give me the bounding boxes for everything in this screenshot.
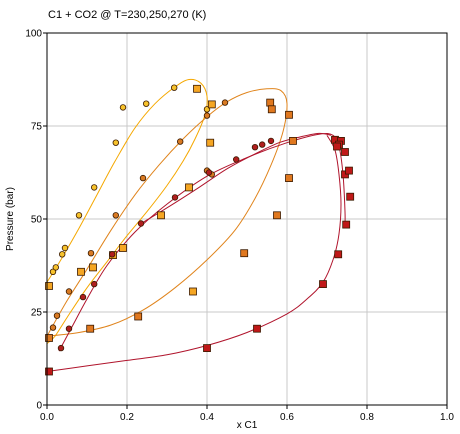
series-4-point xyxy=(57,344,65,352)
series-1-point xyxy=(221,99,229,106)
series-5-point xyxy=(203,344,211,353)
series-1-point xyxy=(112,212,119,219)
chart-title: C1 + CO2 @ T=230,250,270 (K) xyxy=(48,9,207,21)
series-0-point xyxy=(90,184,98,191)
series-3-point xyxy=(273,211,281,220)
y-tick-label: 75 xyxy=(31,122,43,133)
extra-curve-1 xyxy=(140,132,332,224)
series-0-point xyxy=(61,244,69,252)
series-0-point xyxy=(170,84,178,91)
series-5-point xyxy=(346,192,355,201)
series-5-point xyxy=(342,220,351,229)
series-3-point xyxy=(267,105,276,114)
series-3-point xyxy=(240,249,249,258)
series-5-point xyxy=(45,367,53,376)
series-2-point xyxy=(207,100,216,109)
series-2-point xyxy=(189,287,197,296)
x-tick-label: 0.4 xyxy=(200,412,214,423)
x-tick-label: 0.8 xyxy=(360,412,374,423)
series-2-point xyxy=(119,244,127,252)
series-4-point xyxy=(90,280,98,288)
series-0-point xyxy=(49,268,57,275)
series-3-point xyxy=(285,174,293,183)
fitted-curves xyxy=(46,78,346,372)
series-1-point xyxy=(49,324,57,331)
series-5-point xyxy=(253,324,261,333)
series-3-point xyxy=(266,98,275,107)
series-4-point xyxy=(171,194,179,201)
series-1-point xyxy=(139,174,147,182)
series-2-point xyxy=(77,267,85,276)
y-axis-label: Pressure (bar) xyxy=(5,187,16,251)
series-0-point xyxy=(59,251,66,258)
y-tick-label: 50 xyxy=(31,215,43,226)
series-2-point xyxy=(193,84,201,93)
series-5-point xyxy=(341,148,349,156)
series-4-point xyxy=(108,251,116,258)
series-5-point xyxy=(345,166,353,175)
series-0-point xyxy=(75,212,83,219)
y-axis-ticks: 0 25 50 75 100 xyxy=(25,29,47,412)
series-4-point xyxy=(137,220,145,227)
x-tick-label: 0.6 xyxy=(280,412,294,423)
grid-lines xyxy=(47,33,447,405)
series-4-point xyxy=(251,143,259,151)
series-1-curve xyxy=(46,88,288,337)
series-2-point xyxy=(185,183,193,192)
series-3-point xyxy=(86,324,95,333)
series-0-point xyxy=(119,104,127,111)
y-tick-label: 100 xyxy=(25,29,42,40)
series-5-point xyxy=(334,250,343,259)
series-1-point xyxy=(203,112,211,119)
x-axis-ticks: 0.0 0.2 0.4 0.6 0.8 1.0 xyxy=(40,405,454,423)
series-4-point xyxy=(232,156,240,163)
series-5-point xyxy=(319,280,327,289)
series-3-point xyxy=(285,110,293,119)
series-2-point xyxy=(206,138,215,147)
series-3-point xyxy=(45,334,53,342)
series-0-point xyxy=(112,139,119,146)
data-points xyxy=(45,84,355,376)
series-4-point xyxy=(79,293,87,301)
series-2-point xyxy=(45,282,53,290)
series-0-point xyxy=(52,264,59,271)
x-tick-label: 1.0 xyxy=(440,412,454,423)
series-3-point xyxy=(289,136,297,145)
y-tick-label: 0 xyxy=(36,401,42,412)
series-2-point xyxy=(157,211,165,220)
series-1-point xyxy=(65,288,73,295)
y-tick-label: 25 xyxy=(31,308,43,319)
x-tick-label: 0.0 xyxy=(40,412,54,423)
x-tick-label: 0.2 xyxy=(120,412,134,423)
series-5-point xyxy=(333,142,341,151)
series-4-point xyxy=(259,141,266,148)
x-axis-label: x C1 xyxy=(237,420,258,431)
series-3-point xyxy=(134,312,143,321)
series-1-point xyxy=(176,138,184,145)
series-4-point xyxy=(65,325,73,332)
series-4-point xyxy=(205,169,213,176)
series-0-curve xyxy=(46,78,208,344)
series-2-point xyxy=(89,263,97,272)
extra-curve-0 xyxy=(46,135,342,372)
series-4-point xyxy=(267,137,275,145)
series-1-point xyxy=(53,312,61,319)
series-0-point xyxy=(142,100,150,107)
series-1-point xyxy=(87,249,95,257)
